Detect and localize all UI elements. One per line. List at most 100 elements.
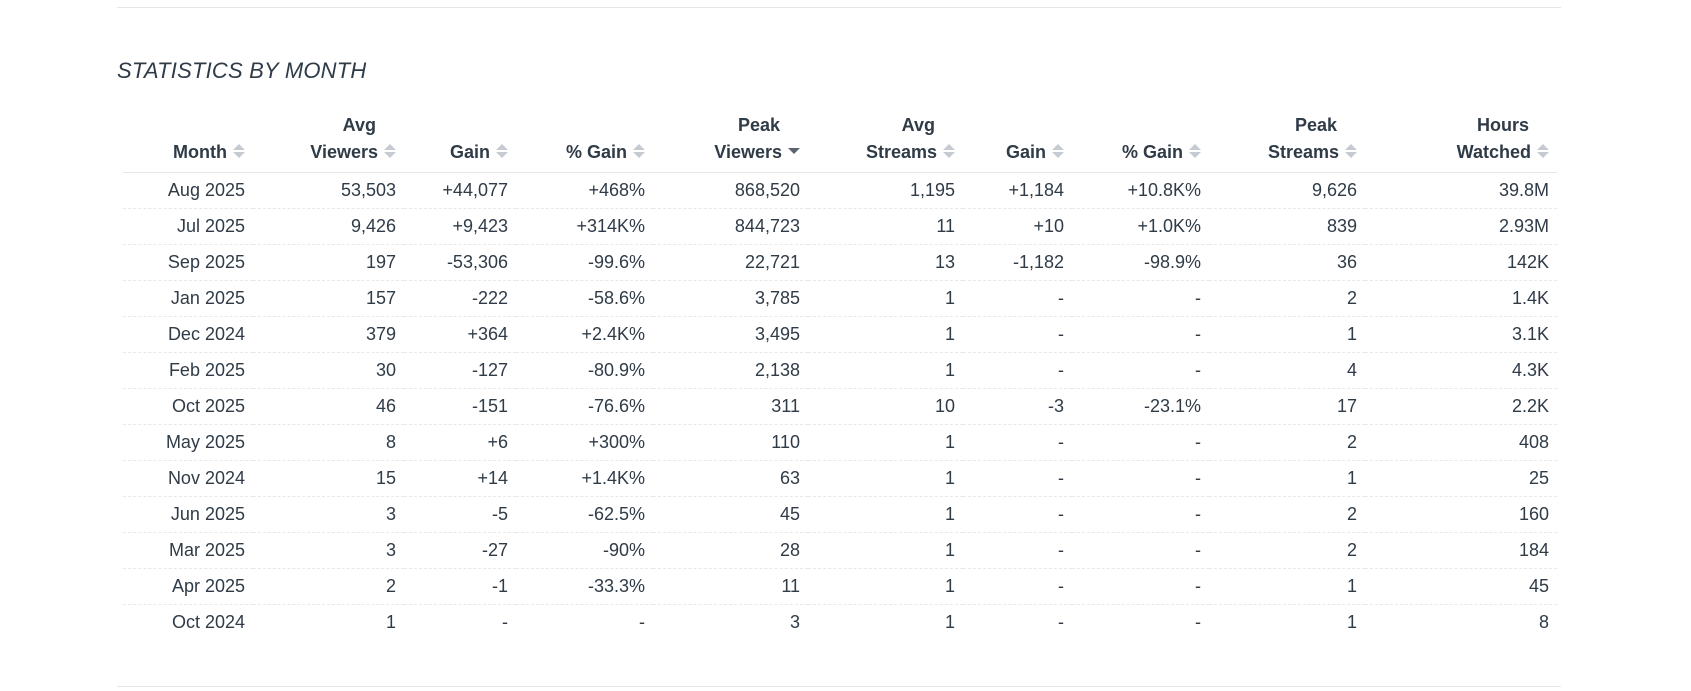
column-header-month[interactable]: Month	[123, 104, 253, 173]
cell-viewers-gain: +14	[404, 460, 516, 497]
cell-avg-viewers: 3	[253, 532, 404, 569]
column-header-label: Gain	[449, 142, 490, 162]
cell-streams-pct-gain: +10.8K%	[1072, 172, 1209, 209]
cell-avg-streams: 10	[808, 388, 963, 425]
column-header-label: Month	[173, 142, 227, 162]
cell-avg-streams: 1	[808, 424, 963, 461]
column-header-avg-streams[interactable]: Avg Streams	[808, 104, 963, 173]
cell-peak-viewers: 844,723	[653, 208, 808, 245]
cell-avg-viewers: 46	[253, 388, 404, 425]
sort-icon[interactable]	[1537, 143, 1549, 159]
cell-avg-streams: 1,195	[808, 172, 963, 209]
cell-hours-watched: 39.8M	[1365, 172, 1557, 209]
column-header-viewers-gain[interactable]: Gain	[404, 104, 516, 173]
cell-streams-pct-gain: -98.9%	[1072, 244, 1209, 281]
sort-icon[interactable]	[1052, 143, 1064, 159]
table-header: Month Avg Viewers Gain % Gain Peak Viewers Av…	[123, 104, 1557, 173]
sort-icon[interactable]	[633, 143, 645, 159]
sort-descending-icon[interactable]	[788, 143, 800, 159]
column-header-streams-pct-gain[interactable]: % Gain	[1072, 104, 1209, 173]
column-header-peak-streams[interactable]: Peak Streams	[1209, 104, 1365, 173]
section-title: STATISTICS BY MONTH	[117, 58, 367, 83]
column-header-line1	[1072, 112, 1201, 139]
top-divider	[117, 7, 1561, 8]
sort-icon[interactable]	[1189, 143, 1201, 159]
cell-avg-streams: 1	[808, 532, 963, 569]
column-header-line1: Peak	[737, 115, 780, 135]
table-row: Apr 2025 2 -1 -33.3% 11 1- -1 45	[123, 568, 1557, 605]
cell-viewers-gain: -222	[404, 280, 516, 317]
sort-icon[interactable]	[943, 143, 955, 159]
cell-viewers-gain: -5	[404, 496, 516, 533]
column-header-line1	[404, 112, 508, 139]
cell-streams-pct-gain: +1.0K%	[1072, 208, 1209, 245]
cell-peak-viewers: 311	[653, 388, 808, 425]
cell-hours-watched: 184	[1365, 532, 1557, 569]
table-row: Oct 2024 1 - - 3 1 - - 1 8	[123, 605, 1557, 641]
cell-avg-streams: 1	[808, 496, 963, 533]
cell-month: Apr 2025	[123, 568, 253, 605]
cell-viewers-pct-gain: -33.3%	[516, 568, 653, 605]
cell-hours-watched: 1.4K	[1365, 280, 1557, 317]
sort-icon[interactable]	[496, 143, 508, 159]
cell-viewers-gain: +364	[404, 316, 516, 353]
cell-viewers-pct-gain: -99.6%	[516, 244, 653, 281]
column-header-streams-gain[interactable]: Gain	[963, 104, 1072, 173]
cell-avg-viewers: 379	[253, 316, 404, 353]
sort-icon[interactable]	[1345, 143, 1357, 159]
cell-month: Mar 2025	[123, 532, 253, 569]
table-row: Jul 2025 9,426 +9,423 +314K% 844,723 11 +10 +1.…	[123, 208, 1557, 245]
column-header-line1	[516, 112, 645, 139]
column-header-line1: Avg	[901, 115, 935, 135]
column-header-peak-viewers[interactable]: Peak Viewers	[653, 104, 808, 173]
cell-avg-viewers: 1	[385, 612, 396, 632]
cell-viewers-pct-gain: +300%	[516, 424, 653, 461]
cell-peak-viewers: 3	[789, 612, 800, 632]
sort-icon[interactable]	[233, 143, 245, 159]
cell-streams-gain: -	[963, 424, 1072, 461]
cell-avg-viewers: 53,503	[253, 172, 404, 209]
table-row: Mar 2025 3 -27 -90% 28 1- -2 184	[123, 532, 1557, 569]
cell-viewers-gain: +6	[404, 424, 516, 461]
cell-streams-gain: -	[963, 316, 1072, 353]
column-header-line1: Peak	[1294, 115, 1337, 135]
cell-streams-pct-gain: -	[1072, 460, 1209, 497]
cell-viewers-pct-gain: -58.6%	[516, 280, 653, 317]
cell-peak-viewers: 3,785	[653, 280, 808, 317]
cell-streams-pct-gain: -	[1195, 612, 1201, 632]
cell-peak-viewers: 2,138	[653, 352, 808, 389]
cell-viewers-pct-gain: -	[639, 612, 645, 632]
sort-icon[interactable]	[384, 143, 396, 159]
column-header-line2: % Gain	[516, 139, 645, 166]
column-header-label: % Gain	[565, 142, 627, 162]
column-header-line2: Watched	[1365, 139, 1549, 166]
column-header-hours-watched[interactable]: Hours Watched	[1365, 104, 1557, 173]
column-header-line2: Month	[123, 139, 245, 166]
column-header-label: Viewers	[714, 142, 782, 162]
column-header-line1	[123, 112, 245, 139]
cell-peak-viewers: 28	[653, 532, 808, 569]
cell-streams-gain: -	[963, 460, 1072, 497]
header-row: Month Avg Viewers Gain % Gain Peak Viewers Av…	[123, 104, 1557, 173]
column-header-line2: Gain	[963, 139, 1064, 166]
cell-streams-pct-gain: -	[1072, 532, 1209, 569]
cell-streams-pct-gain: -	[1072, 352, 1209, 389]
cell-streams-pct-gain: -	[1072, 280, 1209, 317]
cell-month: Oct 2024	[171, 612, 245, 632]
column-header-line2: Viewers	[253, 139, 396, 166]
cell-avg-viewers: 3	[253, 496, 404, 533]
column-header-avg-viewers[interactable]: Avg Viewers	[253, 104, 404, 173]
cell-streams-gain: -	[963, 280, 1072, 317]
cell-avg-streams: 1	[808, 280, 963, 317]
column-header-line2: Streams	[1209, 139, 1357, 166]
cell-hours-watched: 2.2K	[1365, 388, 1557, 425]
cell-streams-pct-gain: -23.1%	[1072, 388, 1209, 425]
cell-hours-watched: 45	[1365, 568, 1557, 605]
column-header-viewers-pct-gain[interactable]: % Gain	[516, 104, 653, 173]
cell-month: Aug 2025	[123, 172, 253, 209]
table-row: Nov 2024 15 +14 +1.4K% 63 1- -1 25	[123, 460, 1557, 497]
cell-peak-streams: 17	[1209, 388, 1365, 425]
cell-avg-viewers: 15	[253, 460, 404, 497]
cell-viewers-pct-gain: +468%	[516, 172, 653, 209]
cell-month: Nov 2024	[123, 460, 253, 497]
